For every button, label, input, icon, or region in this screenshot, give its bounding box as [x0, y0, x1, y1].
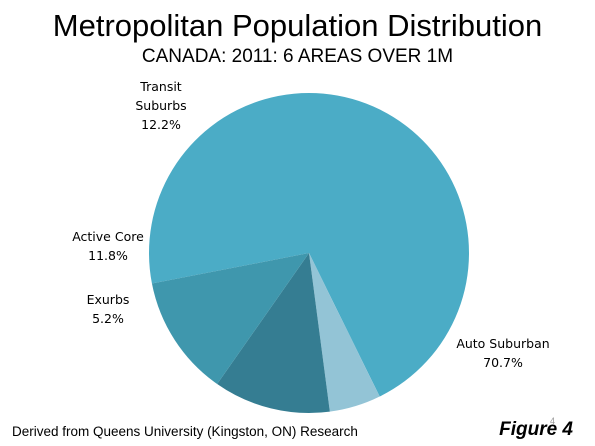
- slice-label-active-core: Active Core 11.8%: [72, 229, 144, 263]
- pie-slice-exurbs: [309, 253, 380, 412]
- slice-label-transit-suburbs: Transit Suburbs 12.2%: [135, 79, 186, 132]
- slice-label-auto-suburban: Auto Suburban 70.7%: [456, 336, 549, 370]
- source-note: Derived from Queens University (Kingston…: [12, 424, 358, 439]
- chart-title: Metropolitan Population Distribution: [52, 8, 543, 43]
- pie-slice-auto-suburban: [148, 92, 469, 397]
- pie-slice-transit-suburbs: [151, 253, 309, 385]
- page-number: 4: [550, 416, 556, 426]
- figure-label: Figure 4: [499, 419, 573, 440]
- slice-label-exurbs: Exurbs 5.2%: [87, 292, 130, 326]
- chart-subtitle: CANADA: 2011: 6 AREAS OVER 1M: [141, 46, 454, 67]
- pie-slice-active-core: [217, 253, 330, 414]
